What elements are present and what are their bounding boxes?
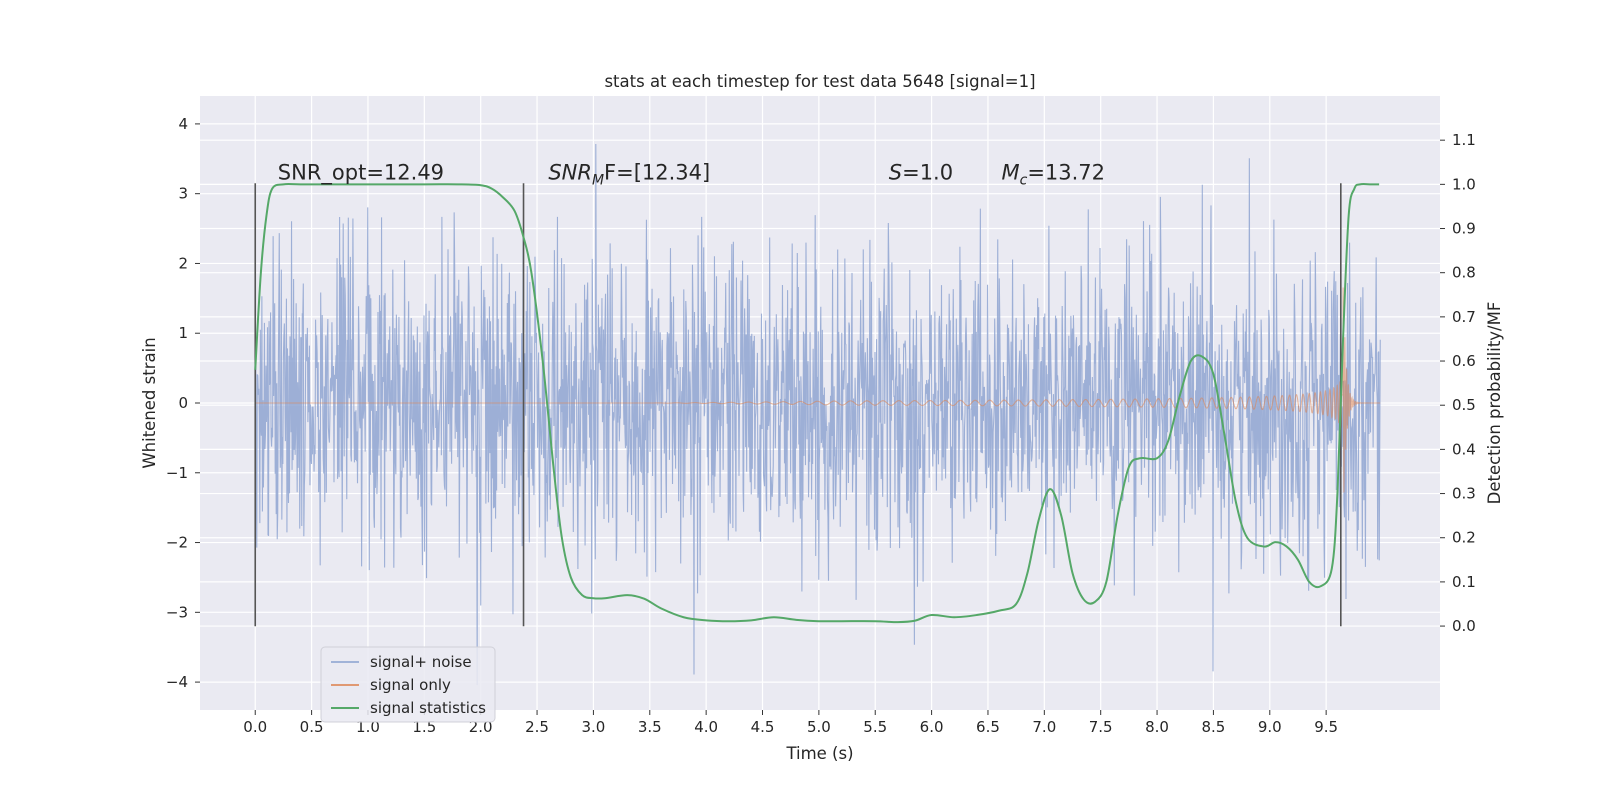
legend-box bbox=[320, 646, 496, 723]
y-tick-label: −1 bbox=[166, 464, 188, 482]
y-right-tick-label: 0.6 bbox=[1452, 352, 1476, 370]
x-tick-label: 9.5 bbox=[1314, 718, 1338, 736]
y-right-tick-label: 0.7 bbox=[1452, 308, 1476, 326]
chart-title: stats at each timestep for test data 564… bbox=[604, 72, 1035, 91]
x-tick-label: 5.0 bbox=[807, 718, 831, 736]
y-right-tick-label: 1.0 bbox=[1452, 175, 1476, 193]
y-right-tick-label: 0.8 bbox=[1452, 264, 1476, 282]
annotation-value: =13.72 bbox=[1027, 161, 1105, 185]
annotation-3: Mc=13.72 bbox=[1001, 161, 1105, 189]
statistics-trace bbox=[254, 183, 1380, 624]
signal-plus-noise-series bbox=[254, 144, 1381, 686]
x-tick-label: 2.5 bbox=[525, 718, 549, 736]
y-right-tick-label: 0.2 bbox=[1452, 529, 1476, 547]
annotation-2: S=1.0 bbox=[889, 161, 953, 185]
y-tick-label: 3 bbox=[178, 185, 188, 203]
y-right-axis-ticks: 1.1 1.0 0.9 0.8 0.7 0.6 0.5 0.4 0.3 0.2 0.1 0.0 bbox=[1440, 131, 1476, 635]
y-axis-ticks: 4 3 2 1 0 −1 −2 −3 −4 bbox=[166, 115, 200, 691]
y-right-tick-label: 0.5 bbox=[1452, 396, 1476, 414]
x-tick-label: 8.0 bbox=[1145, 718, 1169, 736]
y-right-tick-label: 0.0 bbox=[1452, 617, 1476, 635]
x-tick-label: 3.5 bbox=[638, 718, 662, 736]
x-tick-label: 8.5 bbox=[1201, 718, 1225, 736]
y-tick-label: 1 bbox=[178, 324, 188, 342]
x-tick-label: 0.5 bbox=[300, 718, 324, 736]
x-tick-label: 6.5 bbox=[976, 718, 1000, 736]
x-tick-label: 9.0 bbox=[1258, 718, 1282, 736]
legend-label-signal-statistics: signal statistics bbox=[370, 699, 486, 717]
signal-statistics-series bbox=[254, 183, 1380, 624]
y-tick-label: −2 bbox=[166, 534, 188, 552]
signal-only-series bbox=[255, 287, 1381, 493]
x-tick-label: 4.0 bbox=[694, 718, 718, 736]
x-axis-label: Time (s) bbox=[785, 744, 853, 763]
legend: signal+ noise signal only signal statist… bbox=[320, 646, 496, 723]
y-tick-label: 2 bbox=[178, 254, 188, 272]
annotations: SNR_opt=12.49 SNRMF=[12.34] S=1.0 Mc=13.72 bbox=[278, 161, 1105, 189]
noise-trace bbox=[254, 144, 1381, 686]
y-axis-label: Whitened strain bbox=[140, 337, 159, 468]
x-tick-label: 0.0 bbox=[243, 718, 267, 736]
y-tick-label: −4 bbox=[166, 673, 188, 691]
x-tick-label: 4.5 bbox=[751, 718, 775, 736]
y-right-tick-label: 0.3 bbox=[1452, 485, 1476, 503]
chirp-trace bbox=[255, 287, 1381, 493]
y-right-axis-label: Detection probability/MF bbox=[1485, 302, 1504, 505]
annotation-subscript: M bbox=[592, 173, 604, 189]
y-right-tick-label: 0.9 bbox=[1452, 220, 1476, 238]
x-axis-ticks: 0.0 0.5 1.0 1.5 2.0 2.5 3.0 3.5 4.0 4.5 5.0 5.5 6.0 6… bbox=[243, 710, 1338, 736]
y-right-tick-label: 0.1 bbox=[1452, 573, 1476, 591]
x-tick-label: 7.5 bbox=[1089, 718, 1113, 736]
annotation-1: SNRMF=[12.34] bbox=[548, 161, 710, 189]
annotation-subscript: c bbox=[1020, 173, 1028, 189]
x-tick-label: 3.0 bbox=[581, 718, 605, 736]
y-tick-label: −3 bbox=[166, 603, 188, 621]
y-tick-label: 0 bbox=[178, 394, 188, 412]
annotation-symbol: M bbox=[1001, 161, 1019, 185]
annotation-symbol: SNR bbox=[548, 161, 592, 185]
legend-label-signal-only: signal only bbox=[370, 676, 451, 694]
y-tick-label: 4 bbox=[178, 115, 188, 133]
y-right-tick-label: 0.4 bbox=[1452, 440, 1476, 458]
x-tick-label: 7.0 bbox=[1032, 718, 1056, 736]
legend-label-signal-plus-noise: signal+ noise bbox=[370, 653, 472, 671]
annotation-0: SNR_opt=12.49 bbox=[278, 161, 444, 186]
y-right-tick-label: 1.1 bbox=[1452, 131, 1476, 149]
annotation-value: =1.0 bbox=[902, 161, 953, 185]
x-tick-label: 6.0 bbox=[920, 718, 944, 736]
annotation-symbol: S bbox=[889, 161, 902, 185]
x-tick-label: 5.5 bbox=[863, 718, 887, 736]
annotation-value: F=[12.34] bbox=[604, 161, 710, 185]
